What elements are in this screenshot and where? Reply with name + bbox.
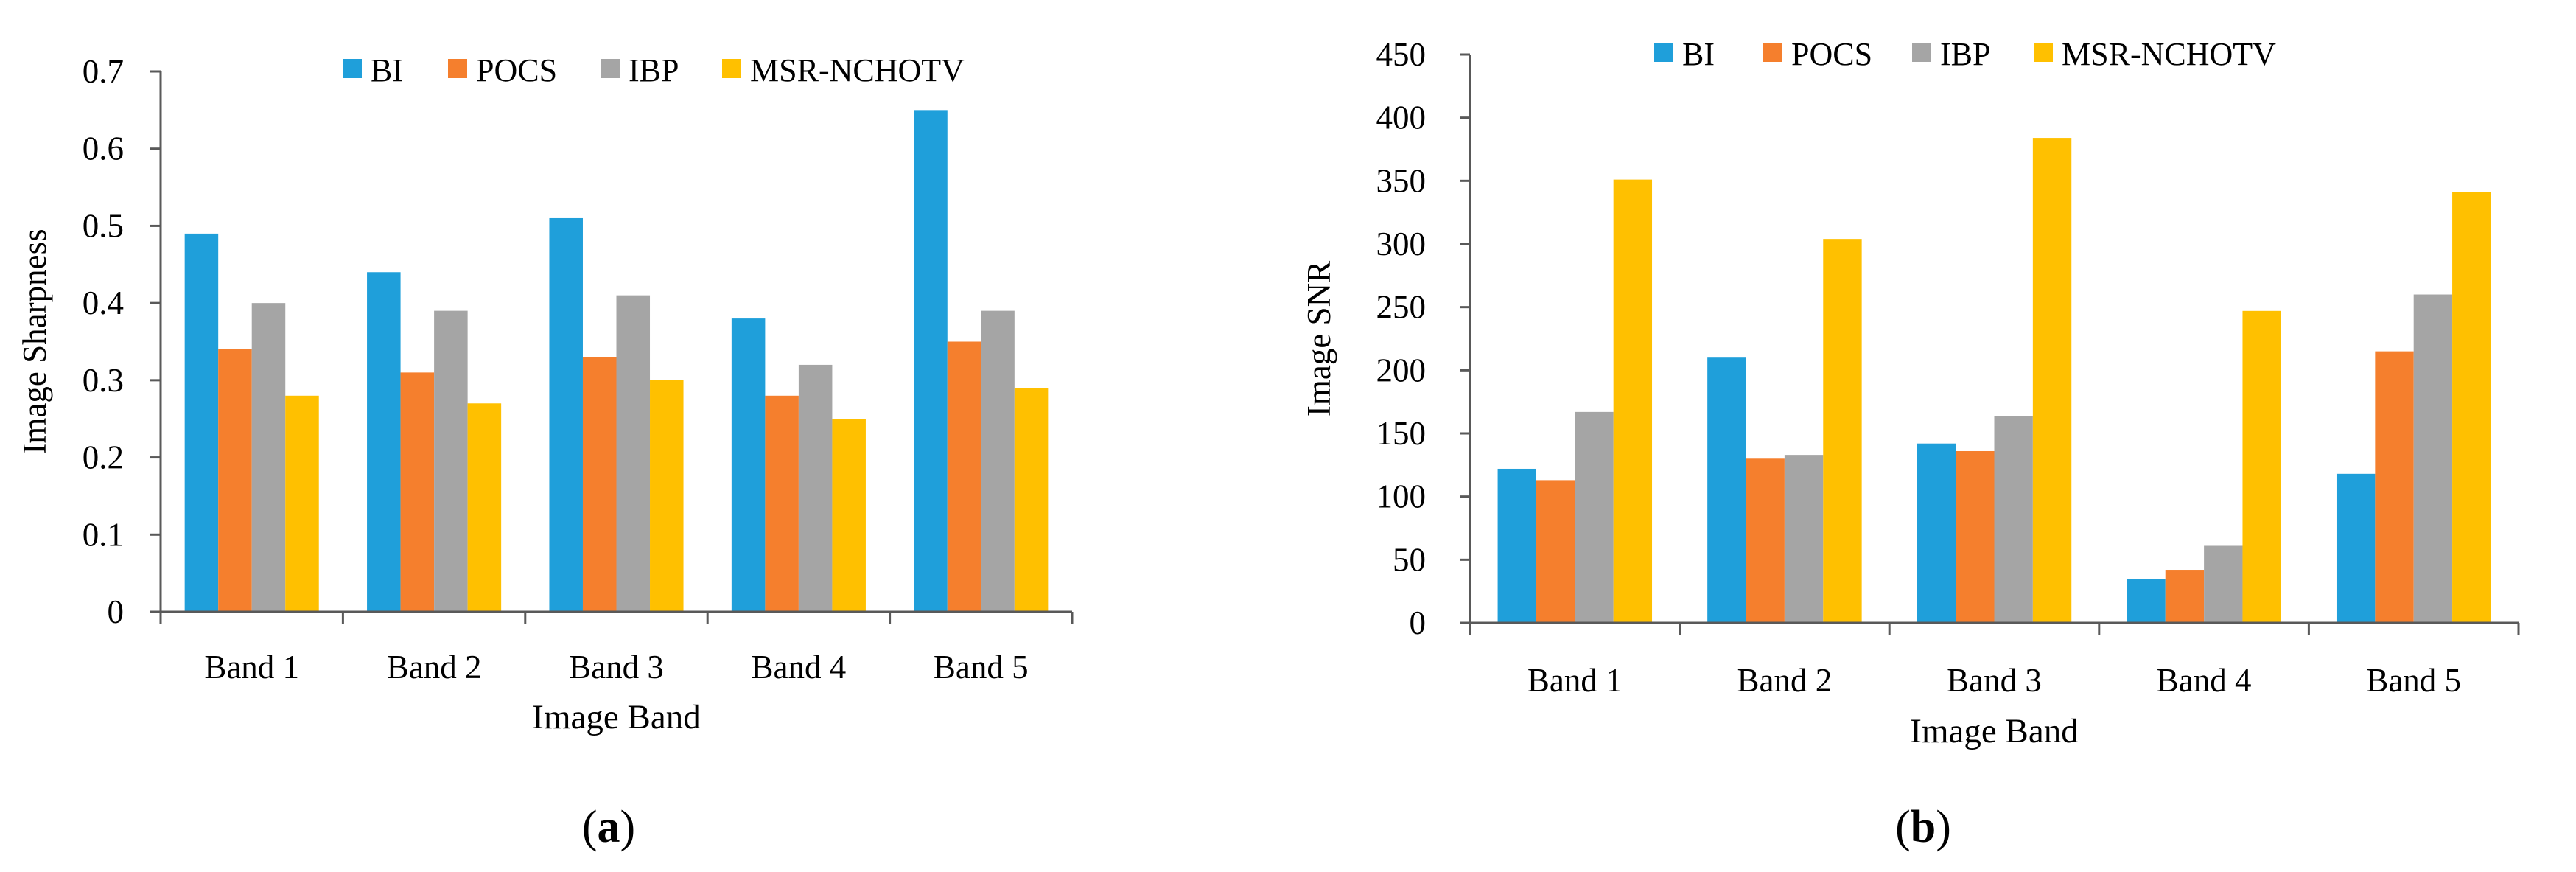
legend-label-pocs: POCS: [1791, 36, 1872, 72]
bar-msr-nchotv-3: [650, 380, 684, 612]
bar-pocs-2: [400, 372, 435, 612]
y-tick-label: 0.5: [83, 207, 124, 244]
legend-swatch-pocs: [1763, 43, 1782, 62]
y-tick-label: 0.7: [83, 53, 124, 90]
bar-bi-3: [549, 217, 583, 612]
y-tick-label: 350: [1376, 162, 1427, 199]
bar-bi-2: [367, 272, 401, 612]
y-tick-label: 450: [1376, 36, 1427, 73]
legend-label-bi: BI: [371, 52, 403, 88]
bar-msr-nchotv-4: [832, 419, 866, 612]
x-axis-title: Image Band: [532, 698, 700, 736]
y-tick-label: 150: [1376, 415, 1427, 452]
x-tick-label: Band 3: [569, 649, 664, 686]
bar-bi-4: [731, 318, 766, 612]
bar-ibp-4: [2204, 545, 2243, 623]
x-tick-label: Band 1: [204, 649, 299, 686]
panel-b-caption: (b): [1895, 802, 1951, 852]
bar-bi-2: [1707, 357, 1746, 623]
y-tick-label: 300: [1376, 226, 1427, 262]
legend-label-msr-nchotv: MSR-NCHOTV: [750, 52, 965, 88]
panel-a-caption: (a): [582, 802, 635, 852]
x-tick-label: Band 1: [1527, 662, 1623, 699]
legend-swatch-pocs: [448, 59, 467, 78]
bar-pocs-1: [1536, 480, 1575, 623]
y-tick-label: 250: [1376, 289, 1427, 326]
chart-panel-a: 0 0.1 0.2 0.3 0.4 0.5 0.6 0.7 Band 1 Band 2 Band 3…: [16, 52, 1074, 736]
bar-pocs-5: [947, 341, 981, 612]
y-tick-label: 0.6: [83, 130, 124, 167]
bar-bi-3: [1917, 443, 1956, 623]
bar-bi-4: [2127, 579, 2166, 623]
y-tick-label: 400: [1376, 100, 1427, 136]
bar-msr-nchotv-5: [2452, 192, 2491, 624]
x-tick-label: Band 2: [1737, 662, 1833, 699]
bar-msr-nchotv-3: [2032, 138, 2072, 623]
bar-ibp-2: [434, 310, 468, 612]
bar-ibp-1: [251, 303, 286, 612]
legend-label-bi: BI: [1682, 36, 1715, 72]
y-tick-label: 200: [1376, 352, 1427, 388]
legend-swatch-bi: [343, 59, 362, 78]
y-tick-label: 50: [1393, 541, 1426, 578]
legend-swatch-bi: [1654, 43, 1673, 62]
bar-ibp-5: [2413, 294, 2453, 623]
bar-pocs-1: [218, 349, 252, 612]
bar-pocs-2: [1746, 458, 1785, 623]
legend-swatch-ibp: [601, 59, 620, 78]
y-axis-title: Image SNR: [1301, 261, 1337, 416]
y-tick-label: 0: [1410, 604, 1427, 641]
bar-pocs-3: [582, 357, 617, 612]
y-tick-label: 0: [108, 593, 125, 630]
x-tick-label: Band 4: [752, 649, 847, 686]
legend-label-ibp: IBP: [1940, 36, 1990, 72]
bar-pocs-4: [2165, 570, 2205, 623]
bar-msr-nchotv-4: [2242, 310, 2281, 623]
bar-ibp-4: [798, 364, 833, 612]
x-tick-label: Band 4: [2157, 662, 2252, 699]
bar-ibp-3: [1994, 416, 2033, 623]
bar-ibp-1: [1575, 411, 1614, 623]
x-tick-label: Band 5: [934, 649, 1029, 686]
bar-bi-5: [2336, 473, 2376, 623]
bar-bi-1: [184, 233, 219, 612]
x-tick-label: Band 2: [387, 649, 482, 686]
x-axis-title: Image Band: [1910, 712, 2078, 750]
bar-msr-nchotv-1: [1613, 179, 1653, 623]
y-tick-label: 100: [1376, 478, 1427, 515]
chart-panel-b: 0 50 100 150 200 250 300 350 400 450 Band 1 Band 2 B…: [1301, 36, 2520, 750]
legend-swatch-msr-nchotv: [722, 59, 741, 78]
bar-pocs-3: [1956, 450, 1995, 623]
x-tick-label: Band 3: [1947, 662, 2042, 699]
y-tick-label: 0.1: [83, 516, 124, 553]
legend-label-msr-nchotv: MSR-NCHOTV: [2062, 36, 2276, 72]
bar-pocs-4: [765, 395, 799, 612]
bar-msr-nchotv-1: [285, 395, 319, 612]
legend-label-pocs: POCS: [476, 52, 557, 88]
bar-msr-nchotv-2: [467, 403, 502, 612]
bar-msr-nchotv-5: [1014, 388, 1049, 612]
legend-swatch-ibp: [1912, 43, 1931, 62]
legend-label-ibp: IBP: [629, 52, 679, 88]
y-tick-label: 0.3: [83, 362, 124, 399]
y-tick-label: 0.4: [83, 285, 124, 321]
bar-bi-5: [914, 110, 948, 612]
bar-msr-nchotv-2: [1823, 239, 1862, 623]
bar-ibp-5: [981, 310, 1015, 612]
x-tick-label: Band 5: [2366, 662, 2461, 699]
y-tick-label: 0.2: [83, 439, 124, 476]
legend-swatch-msr-nchotv: [2034, 43, 2053, 62]
bar-bi-1: [1497, 468, 1536, 623]
y-axis-title: Image Sharpness: [16, 229, 53, 454]
bar-pocs-5: [2375, 351, 2414, 623]
bar-ibp-3: [616, 295, 651, 612]
bar-ibp-2: [1784, 455, 1824, 623]
